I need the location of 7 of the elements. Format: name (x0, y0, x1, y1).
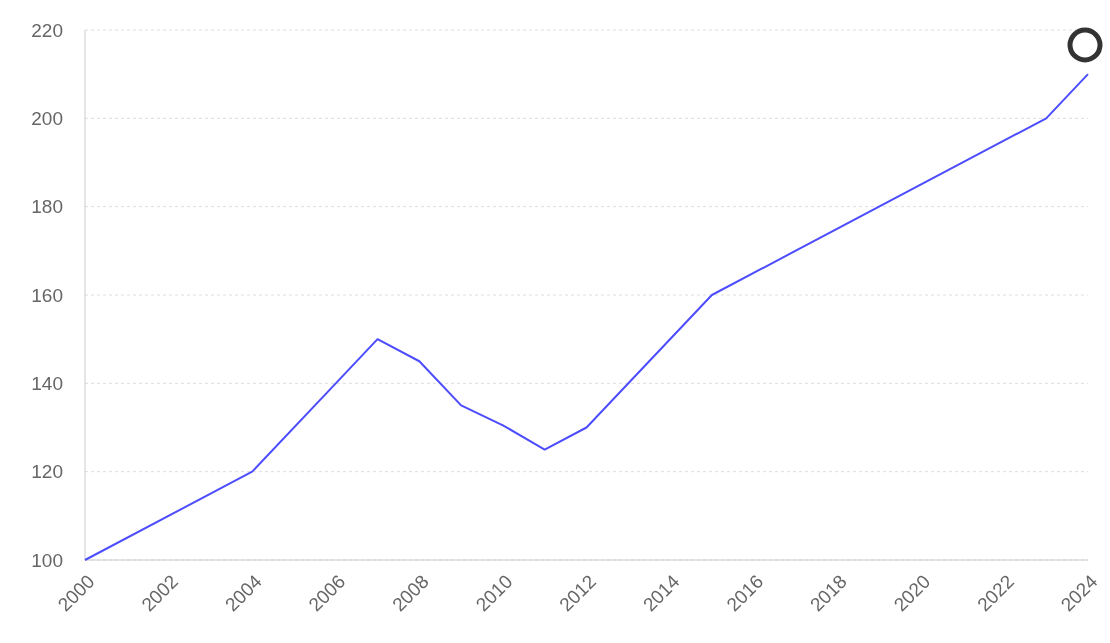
y-tick-label: 180 (31, 196, 63, 218)
y-tick-label: 100 (31, 549, 63, 571)
y-tick-label: 160 (31, 284, 63, 306)
y-tick-label: 120 (31, 461, 63, 483)
y-tick-label: 200 (31, 107, 63, 129)
y-tick-label: 220 (31, 19, 63, 41)
y-tick-label: 140 (31, 372, 63, 394)
